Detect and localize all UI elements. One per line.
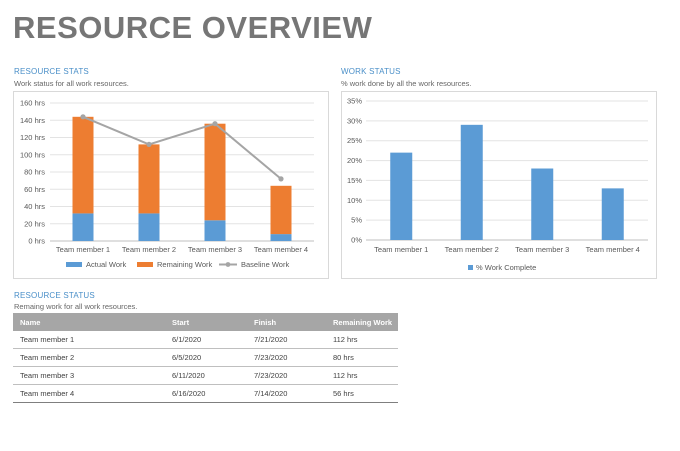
work-complete-bar [601,188,624,240]
cell-finish: 7/14/2020 [247,384,326,403]
y-tick-label: 140 hrs [20,116,45,125]
y-tick-label: 25% [347,136,362,145]
column-header-name[interactable]: Name [13,313,165,331]
baseline-work-point [146,141,152,147]
x-tick-label: Team member 2 [445,245,499,254]
legend-work-complete-label: % Work Complete [476,263,536,272]
cell-start: 6/1/2020 [165,331,247,349]
cell-start: 6/11/2020 [165,366,247,385]
x-tick-label: Team member 4 [254,245,308,254]
y-tick-label: 120 hrs [20,133,45,142]
cell-name: Team member 2 [13,348,165,367]
y-tick-label: 100 hrs [20,150,45,159]
cell-finish: 7/23/2020 [247,366,326,385]
page-title: RESOURCE OVERVIEW [13,10,373,45]
baseline-work-point [278,176,284,182]
x-tick-label: Team member 1 [56,245,110,254]
y-tick-label: 35% [347,97,362,106]
y-tick-label: 0 hrs [28,237,45,246]
legend-baseline-work-label: Baseline Work [241,260,289,269]
y-tick-label: 30% [347,116,362,125]
column-header-finish[interactable]: Finish [247,313,326,331]
y-tick-label: 60 hrs [24,185,45,194]
work-complete-bar [460,124,483,240]
work-status-subtitle: % work done by all the work resources. [341,79,472,88]
work-complete-bar [531,168,554,240]
work-status-chart: 0% 5% 10% 15% 20% 25% 30% 35% Team member 1 Team … [341,91,657,279]
resource-stats-subtitle: Work status for all work resources. [14,79,129,88]
x-tick-label: Team member 4 [586,245,640,254]
cell-remaining-work: 112 hrs [326,366,398,385]
cell-finish: 7/21/2020 [247,331,326,349]
baseline-work-point [212,121,218,127]
table-row[interactable]: Team member 4 6/16/2020 7/14/2020 56 hrs [13,384,398,403]
y-tick-label: 160 hrs [20,99,45,108]
column-header-start[interactable]: Start [165,313,247,331]
resource-status-title: RESOURCE STATUS [14,291,95,300]
y-tick-label: 20 hrs [24,219,45,228]
resource-status-subtitle: Remaing work for all work resources. [14,302,138,311]
resource-stats-chart: 0 hrs 20 hrs 40 hrs 60 hrs 80 hrs 100 hrs 120 … [13,91,329,279]
cell-remaining-work: 112 hrs [326,331,398,349]
cell-name: Team member 4 [13,384,165,403]
work-status-title: WORK STATUS [341,67,401,76]
actual-work-bar [138,213,160,241]
cell-remaining-work: 56 hrs [326,384,398,403]
cell-remaining-work: 80 hrs [326,348,398,367]
table-header-row: Name Start Finish Remaining Work [13,313,398,331]
table-row[interactable]: Team member 2 6/5/2020 7/23/2020 80 hrs [13,348,398,367]
x-tick-label: Team member 2 [122,245,176,254]
legend-remaining-work-label: Remaining Work [157,260,213,269]
legend-actual-work-swatch [66,262,82,267]
actual-work-bar [72,213,94,241]
table-row[interactable]: Team member 3 6/11/2020 7/23/2020 112 hr… [13,366,398,385]
actual-work-bar [204,220,226,241]
y-tick-label: 10% [347,196,362,205]
cell-name: Team member 1 [13,331,165,349]
y-tick-label: 0% [351,236,362,245]
resource-status-table: Name Start Finish Remaining Work Team me… [13,313,398,403]
x-tick-label: Team member 3 [515,245,569,254]
y-tick-label: 20% [347,156,362,165]
remaining-work-bar [270,185,292,235]
x-tick-label: Team member 3 [188,245,242,254]
baseline-work-point [80,114,86,120]
y-tick-label: 15% [347,176,362,185]
legend-remaining-work-swatch [137,262,153,267]
y-tick-label: 5% [351,216,362,225]
legend-baseline-work-marker [225,262,231,267]
legend-work-complete-swatch [468,265,473,270]
remaining-work-bar [204,123,226,221]
table-row[interactable]: Team member 1 6/1/2020 7/21/2020 112 hrs [13,331,398,349]
work-complete-bar [390,152,413,240]
baseline-work-line [82,115,282,180]
remaining-work-bar [72,116,94,214]
legend-actual-work-label: Actual Work [86,260,127,269]
resource-stats-title: RESOURCE STATS [14,67,89,76]
column-header-remaining-work[interactable]: Remaining Work [326,313,398,331]
remaining-work-bar [138,144,160,214]
resource-stats-svg: 0 hrs 20 hrs 40 hrs 60 hrs 80 hrs 100 hrs 120 … [20,99,314,269]
y-tick-label: 80 hrs [24,168,45,177]
cell-name: Team member 3 [13,366,165,385]
cell-start: 6/5/2020 [165,348,247,367]
actual-work-bar [270,234,292,241]
work-status-svg: 0% 5% 10% 15% 20% 25% 30% 35% Team member 1 Team … [347,97,648,272]
x-tick-label: Team member 1 [374,245,428,254]
cell-finish: 7/23/2020 [247,348,326,367]
y-tick-label: 40 hrs [24,202,45,211]
cell-start: 6/16/2020 [165,384,247,403]
